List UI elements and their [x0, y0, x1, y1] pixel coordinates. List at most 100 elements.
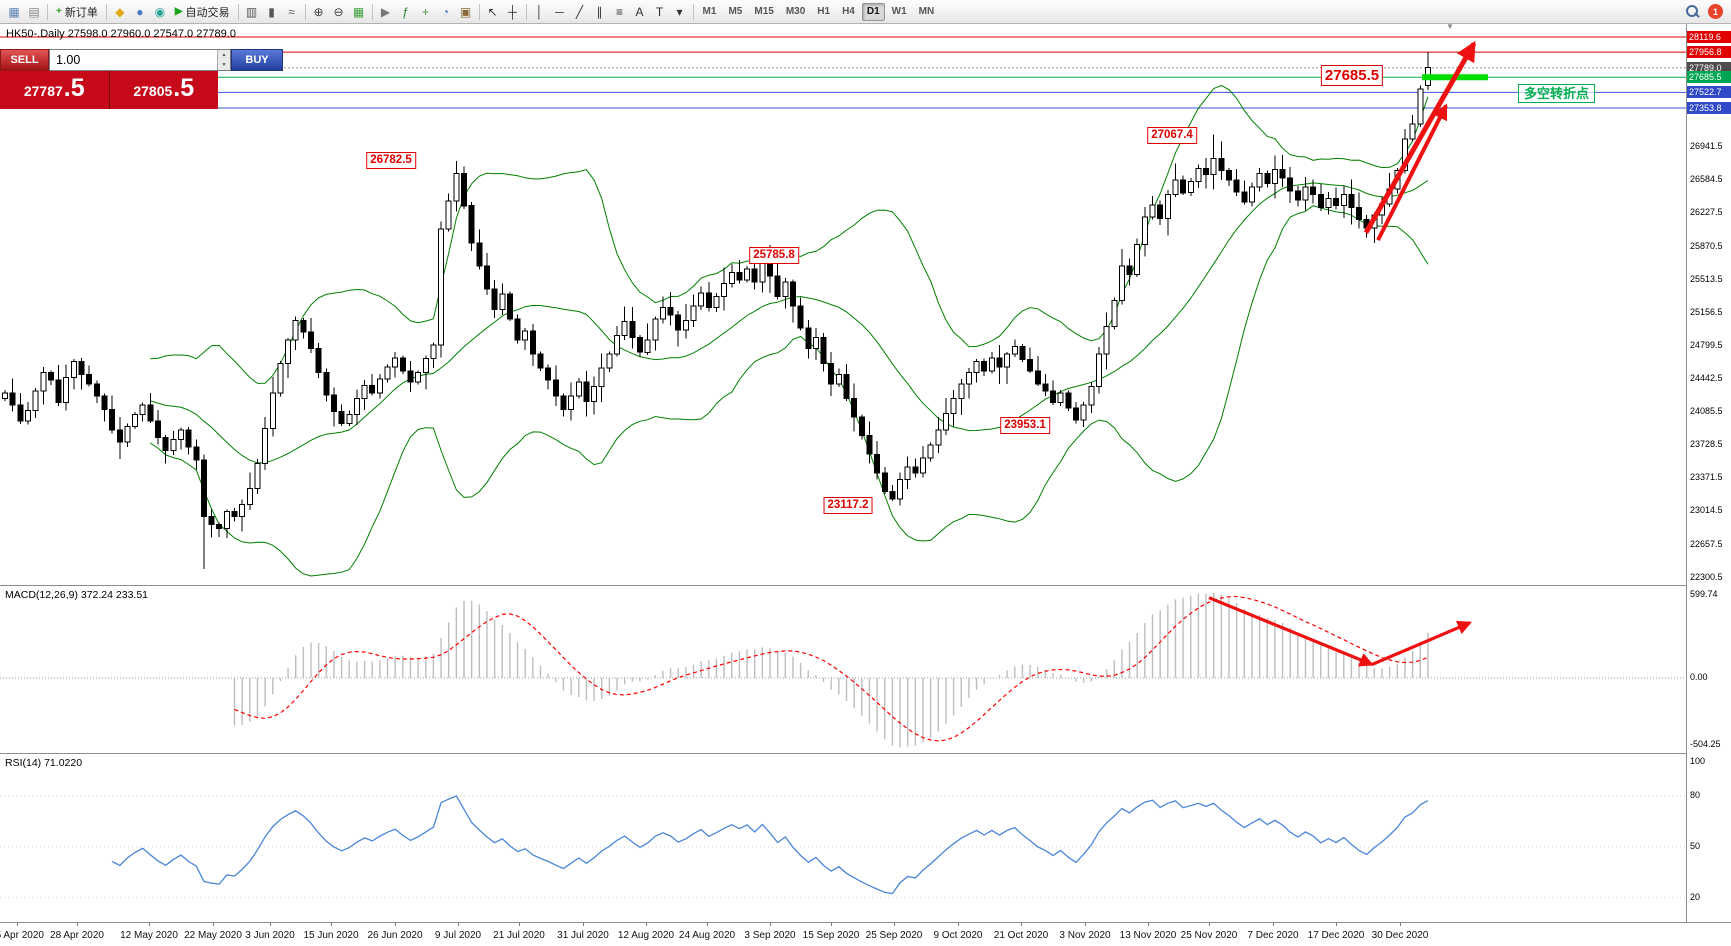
crosshair-icon[interactable]: ┼ [508, 4, 517, 19]
notification-badge[interactable]: 1 [1708, 4, 1723, 19]
period-icon[interactable]: ◔ [441, 4, 450, 19]
chart-shift-marker: ▼ [1446, 24, 1454, 31]
date-label: 7 Dec 2020 [1247, 930, 1299, 941]
strategy-tester-icon[interactable]: ▶ [380, 4, 391, 19]
date-tick [583, 923, 584, 926]
bid-price[interactable]: 27787.5 [0, 71, 110, 109]
volume-input[interactable] [50, 50, 217, 70]
date-label: 17 Dec 2020 [1307, 930, 1365, 941]
candlestick-chart-icon[interactable]: ▮ [268, 4, 275, 19]
one-click-icon[interactable]: ◆ [115, 4, 125, 19]
text-icon[interactable]: A [635, 4, 644, 19]
cursor-icon[interactable]: ↖ [487, 4, 498, 19]
trendline-icon[interactable]: ╱ [575, 4, 584, 19]
toolbar-separator [237, 3, 239, 20]
chart-profiles-icon[interactable]: ▤ [28, 4, 40, 19]
date-tick [646, 923, 647, 926]
line-chart-icon[interactable]: ≈ [288, 4, 295, 19]
price-axis-label: 25513.5 [1690, 274, 1723, 284]
timeframe-w1[interactable]: W1 [891, 5, 907, 17]
timeframe-m30[interactable]: M30 [785, 5, 806, 17]
macd-indicator-pane: MACD(12,26,9) 372.24 233.51 [0, 585, 1686, 753]
templates-icon[interactable]: ▣ [459, 4, 472, 19]
date-label: 13 Nov 2020 [1119, 930, 1177, 941]
market-depth-icon[interactable]: ● [136, 4, 144, 19]
volume-up-arrow[interactable]: ▲ [218, 50, 230, 60]
trend-arrow [1363, 40, 1477, 234]
shapes-icon[interactable]: ▾ [676, 4, 683, 19]
ask-price[interactable]: 27805.5 [109, 71, 218, 109]
date-label: 21 Jul 2020 [493, 930, 545, 941]
add-indicator-icon[interactable]: + [422, 4, 430, 19]
volume-spinner: ▲ ▼ [217, 50, 230, 70]
timeframe-h1[interactable]: H1 [817, 5, 831, 17]
zoom-in-icon[interactable]: ⊕ [313, 4, 324, 19]
sell-button[interactable]: SELL [0, 49, 49, 71]
zoom-out-icon[interactable]: ⊖ [333, 4, 344, 19]
refresh-icon[interactable]: ◉ [154, 4, 166, 19]
auto-trading-button[interactable]: ▶ 自动交易 [170, 3, 235, 21]
channel-icon[interactable]: ∥ [596, 4, 603, 19]
timeframe-d1[interactable]: D1 [861, 2, 885, 21]
volume-box: ▲ ▼ [49, 49, 231, 71]
date-label: 24 Aug 2020 [678, 930, 736, 941]
price-axis-label: 23371.5 [1690, 472, 1723, 482]
macd-trend-arrow [1208, 596, 1374, 667]
date-tick [149, 923, 150, 926]
date-label: 3 Nov 2020 [1059, 930, 1111, 941]
timeframe-m15[interactable]: M15 [754, 5, 774, 17]
date-label: 9 Oct 2020 [933, 930, 983, 941]
volume-down-arrow[interactable]: ▼ [218, 60, 230, 70]
date-tick [1021, 923, 1022, 926]
buy-button[interactable]: BUY [231, 49, 283, 71]
search-icon[interactable] [1685, 4, 1700, 19]
timeframe-m1[interactable]: M1 [702, 5, 717, 17]
date-tick [213, 923, 214, 926]
rsi-canvas[interactable] [0, 754, 1686, 923]
timeframe-h4[interactable]: H4 [842, 5, 855, 17]
price-axis-label: 23014.5 [1690, 505, 1723, 515]
auto-trading-button-label: 自动交易 [185, 6, 230, 19]
date-tick [707, 923, 708, 926]
price-axis-label: 26584.5 [1690, 174, 1723, 184]
fibonacci-icon[interactable]: ≡ [616, 4, 624, 19]
grid-icon[interactable]: ▦ [352, 4, 365, 19]
date-label: 26 Jun 2020 [367, 930, 423, 941]
macd-canvas[interactable] [0, 586, 1686, 753]
toolbar-separator [478, 3, 480, 20]
date-label: 25 Sep 2020 [865, 930, 923, 941]
date-tick [458, 923, 459, 926]
timeframe-m5[interactable]: M5 [728, 5, 743, 17]
rsi-label: RSI(14) 71.0220 [5, 757, 83, 769]
toolbar-left-group: ▦ ▤ + 新订单 ◆ ● ◉ ▶ 自动交易 ▥ ▮ ≈ ⊕ ⊖ ▦ ▶ ƒ + ◔ ▣ ↖ ┼ │ ─ ╱ ∥ ≡ A T ▾ M1 M5 M… [4, 2, 940, 21]
date-label: 15 Apr 2020 [0, 930, 44, 941]
vertical-line-icon[interactable]: │ [535, 4, 544, 19]
indicators-icon[interactable]: ƒ [402, 4, 409, 19]
text-label-icon[interactable]: T [655, 4, 664, 19]
date-tick [894, 923, 895, 926]
price-chart-canvas[interactable] [0, 24, 1686, 585]
date-axis: 15 Apr 2020 28 Apr 2020 12 May 2020 22 May … [0, 922, 1731, 946]
rsi-axis-label: 100 [1690, 756, 1706, 766]
horizontal-line-icon[interactable]: ─ [555, 4, 564, 19]
symbol-title: HK50-.Daily 27598.0 27960.0 27547.0 2778… [6, 28, 236, 40]
auto-trading-icon: ▶ [174, 6, 183, 17]
date-label: 30 Dec 2020 [1371, 930, 1429, 941]
date-tick [17, 923, 18, 926]
price-axis-tag: 27522.7 [1687, 86, 1731, 98]
date-label: 25 Nov 2020 [1180, 930, 1238, 941]
date-label: 12 Aug 2020 [617, 930, 675, 941]
price-axis-label: 26227.5 [1690, 207, 1723, 217]
date-label: 28 Apr 2020 [50, 930, 104, 941]
toolbar-separator [371, 3, 373, 20]
timeframe-mn[interactable]: MN [918, 5, 935, 17]
main-price-pane: HK50-.Daily 27598.0 27960.0 27547.0 2778… [0, 24, 1686, 585]
date-label: 12 May 2020 [120, 930, 178, 941]
bar-chart-icon[interactable]: ▥ [245, 4, 258, 19]
new-order-button[interactable]: + 新订单 [51, 3, 103, 21]
new-chart-icon[interactable]: ▦ [8, 4, 20, 19]
date-tick [77, 923, 78, 926]
bid-price-large: .5 [63, 74, 85, 102]
macd-label: MACD(12,26,9) 372.24 233.51 [5, 589, 149, 601]
date-label: 15 Sep 2020 [802, 930, 860, 941]
